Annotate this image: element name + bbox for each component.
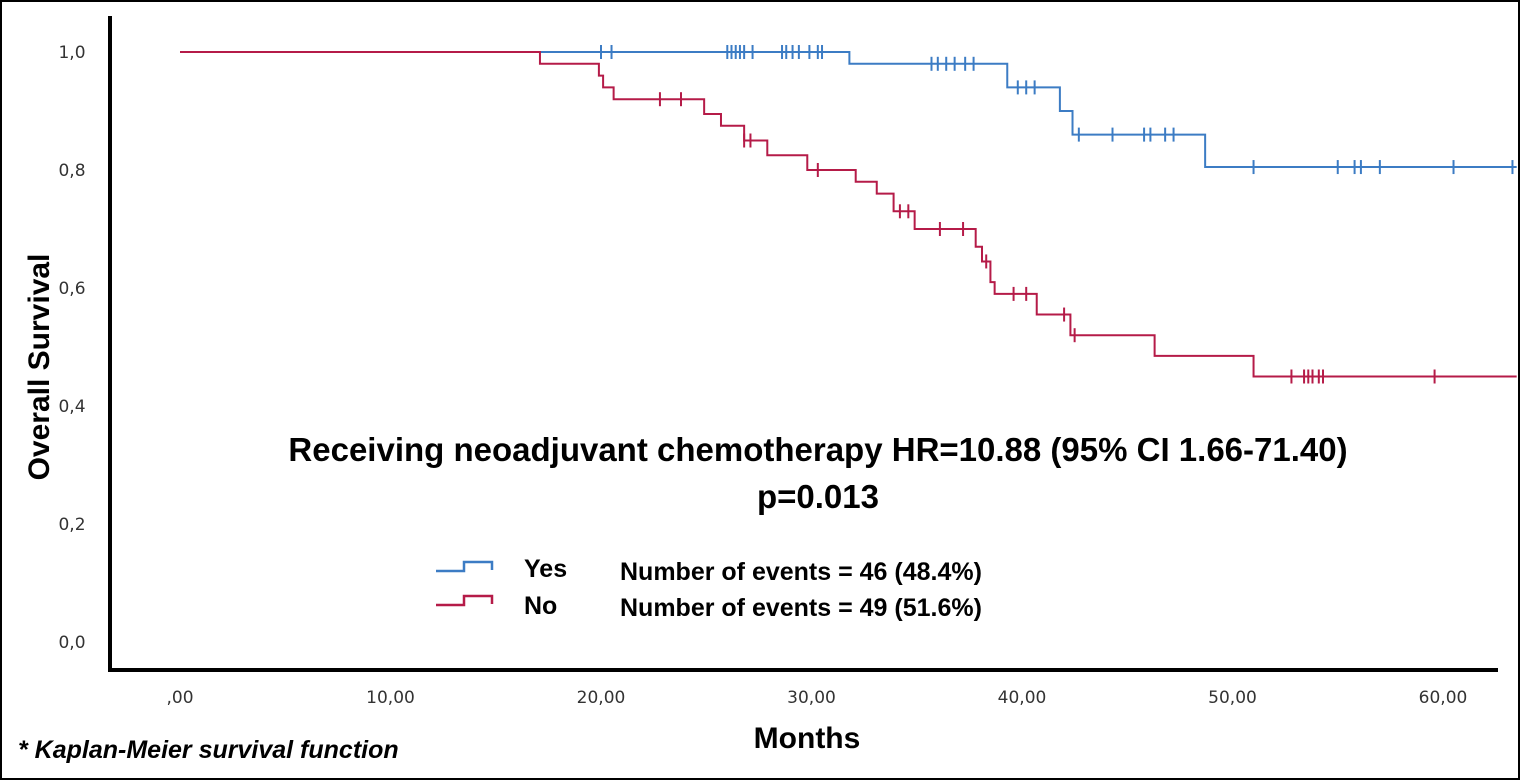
y-axis-title: Overall Survival [23,254,56,481]
axes [108,16,1498,672]
series-no [180,51,1517,384]
y-tick-label: 0,8 [58,161,85,181]
y-tick-label: 0,4 [58,397,85,417]
y-tick-label: 0,0 [58,633,85,653]
x-tick-label: 40,00 [998,688,1047,708]
hazard-ratio-annotation: Receiving neoadjuvant chemotherapy HR=10… [288,431,1347,468]
y-tick-label: 0,2 [58,515,85,535]
x-tick-label: 20,00 [577,688,626,708]
x-axis-title: Months [754,722,861,755]
x-tick-label: 50,00 [1208,688,1257,708]
y-tick-label: 1,0 [58,43,85,63]
y-tick-label: 0,6 [58,279,85,299]
legend-swatch-yes [436,560,494,573]
x-tick-label: 60,00 [1419,688,1468,708]
legend-events-no: Number of events = 49 (51.6%) [620,594,982,622]
x-tick-label: 10,00 [366,688,415,708]
legend: Yes Number of events = 46 (48.4%) No Num… [436,555,982,622]
legend-swatch-no [436,594,494,607]
legend-events-yes: Number of events = 46 (48.4%) [620,558,982,586]
footnote: * Kaplan-Meier survival function [18,736,399,764]
legend-label-yes: Yes [524,555,567,583]
legend-label-no: No [524,592,557,620]
p-value-annotation: p=0.013 [757,478,879,515]
x-axis-ticks: ,00 10,00 20,00 30,00 40,00 50,00 60,00 [166,688,1467,708]
series-yes [180,45,1517,175]
survival-line-no [180,51,1517,378]
x-tick-label: ,00 [166,688,193,708]
x-tick-label: 30,00 [787,688,836,708]
survival-line-yes [180,51,1517,169]
survival-curves [180,45,1517,384]
y-axis-ticks: 0,0 0,2 0,4 0,6 0,8 1,0 [58,43,85,653]
